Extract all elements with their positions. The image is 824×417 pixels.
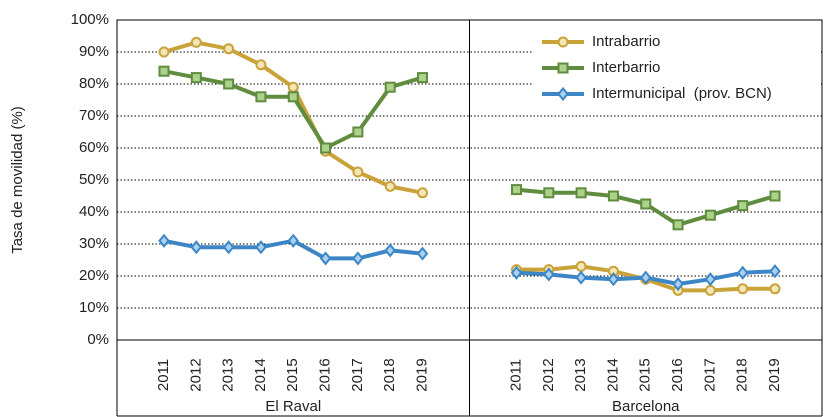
marker (352, 251, 364, 266)
x-tick-label: 2018 (734, 358, 751, 391)
marker (769, 283, 781, 295)
y-tick-label: 100% (71, 11, 109, 28)
group-label: El Raval (265, 398, 321, 415)
marker (672, 276, 684, 292)
marker (158, 233, 170, 248)
x-tick-label: 2012 (187, 358, 204, 391)
marker (511, 184, 522, 196)
y-tick-label: 80% (79, 75, 109, 92)
marker (190, 72, 202, 84)
x-tick-label: 2017 (701, 358, 718, 391)
y-tick-label: 20% (79, 267, 109, 284)
x-tick-label: 2017 (349, 358, 366, 391)
marker (737, 283, 749, 295)
marker (417, 187, 428, 199)
x-tick-label: 2011 (155, 359, 172, 391)
y-tick-label: 60% (79, 139, 109, 156)
marker (737, 200, 749, 212)
x-tick-label: 2014 (252, 358, 269, 391)
y-tick-label: 90% (79, 43, 109, 60)
x-tick-label: 2014 (604, 358, 621, 391)
legend-marker (557, 36, 569, 48)
y-tick-label: 50% (79, 171, 109, 188)
x-tick-label: 2018 (381, 358, 398, 391)
x-tick-label: 2016 (669, 358, 686, 391)
marker (255, 59, 267, 71)
marker (223, 43, 235, 55)
marker (319, 251, 332, 266)
x-tick-label: 2013 (572, 358, 589, 391)
legend-marker (557, 86, 569, 102)
marker (223, 78, 235, 90)
marker (158, 65, 170, 77)
legend-marker (557, 62, 569, 74)
marker (287, 81, 299, 93)
marker (158, 46, 170, 58)
x-tick-label: 2019 (413, 358, 430, 391)
marker (575, 260, 587, 272)
series-line (163, 40, 423, 195)
marker (639, 270, 652, 285)
marker (222, 240, 235, 255)
x-tick-label: 2011 (507, 359, 524, 391)
marker (417, 72, 428, 84)
marker (384, 180, 396, 192)
marker (190, 240, 203, 255)
marker (769, 264, 781, 279)
x-tick-label: 2015 (637, 358, 654, 391)
marker (320, 142, 332, 154)
marker (736, 265, 749, 280)
y-tick-label: 70% (79, 107, 109, 124)
y-tick-label: 10% (79, 299, 109, 316)
marker (255, 240, 267, 255)
marker (352, 166, 364, 178)
marker (769, 190, 781, 202)
marker (287, 233, 300, 248)
marker (255, 91, 267, 103)
marker (510, 265, 523, 280)
marker (704, 284, 716, 296)
marker (640, 198, 652, 210)
marker (704, 272, 717, 287)
marker (704, 209, 716, 221)
marker (416, 246, 429, 261)
x-tick-label: 2012 (540, 358, 557, 391)
marker (384, 243, 396, 258)
y-axis-title: Tasa de movilidad (%) (9, 106, 26, 254)
marker (543, 187, 555, 199)
marker (543, 267, 555, 282)
y-tick-label: 30% (79, 235, 109, 252)
marker (575, 187, 587, 199)
marker (607, 190, 619, 202)
y-tick-label: 0% (87, 331, 109, 348)
marker (607, 272, 620, 287)
x-tick-label: 2015 (284, 358, 301, 391)
group-label: Barcelona (612, 398, 680, 415)
x-tick-label: 2013 (220, 358, 237, 391)
legend-label: Intermunicipal (prov. BCN) (592, 85, 772, 102)
y-tick-label: 40% (79, 203, 109, 220)
legend-label: Intrabarrio (592, 33, 660, 50)
marker (352, 126, 364, 138)
legend-label: Interbarrio (592, 59, 660, 76)
marker (190, 36, 202, 48)
x-tick-label: 2016 (317, 358, 334, 391)
marker (672, 219, 684, 231)
marker (384, 81, 396, 93)
marker (287, 91, 299, 103)
x-tick-label: 2019 (766, 358, 783, 391)
marker (575, 270, 587, 285)
